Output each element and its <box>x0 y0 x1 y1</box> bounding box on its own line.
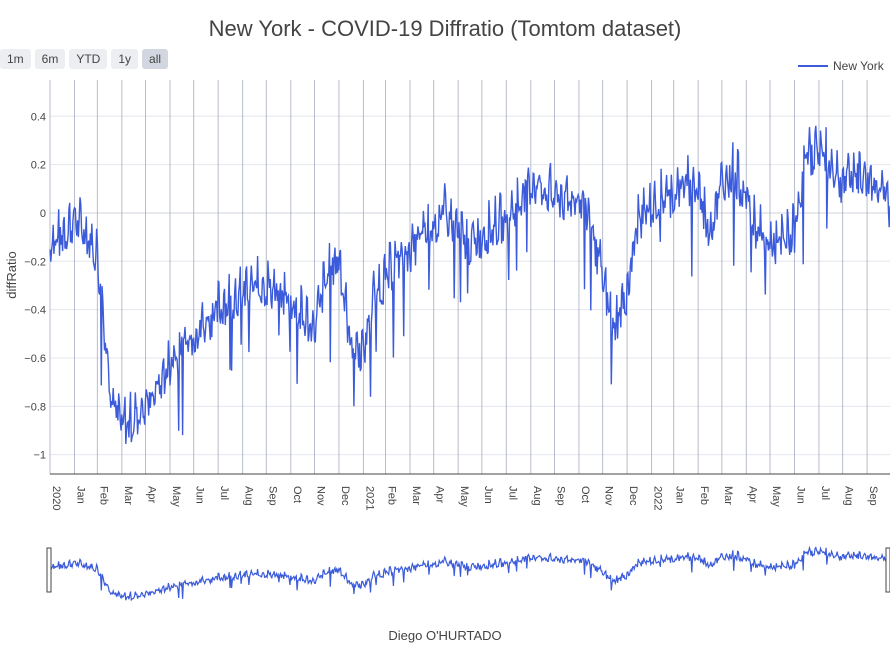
x-axis: 2020 Jan Feb Mar Apr May Jun Jul Aug Sep Oct Nov Dec… <box>50 474 890 510</box>
x-tick-label: Mar <box>722 486 734 505</box>
legend[interactable]: New York <box>798 59 885 73</box>
x-tick-label: Jan <box>674 486 686 504</box>
y-axis-label: diffRatio <box>4 251 19 298</box>
grid <box>50 80 890 474</box>
x-tick-label: Feb <box>386 486 398 505</box>
x-tick-label: Nov <box>314 486 326 506</box>
y-tick-label: −1 <box>33 450 46 462</box>
x-tick-label: Nov <box>603 486 615 506</box>
y-tick-label: 0.2 <box>31 160 46 172</box>
series-layer <box>50 126 890 444</box>
y-tick-label: −0.2 <box>24 256 46 268</box>
x-tick-label: Feb <box>97 486 109 505</box>
x-tick-label: May <box>170 486 182 507</box>
legend-label[interactable]: New York <box>833 59 885 73</box>
x-tick-label: Oct <box>291 486 303 503</box>
y-tick-label: 0.4 <box>31 111 46 123</box>
x-tick-label: Sep <box>867 486 879 506</box>
x-tick-label: Oct <box>579 486 591 503</box>
x-tick-label: Dec <box>339 486 351 506</box>
x-tick-label: 2021 <box>363 486 375 510</box>
x-tick-label: Apr <box>434 486 446 503</box>
x-tick-label: Aug <box>243 486 255 506</box>
y-tick-label: 0 <box>40 208 46 220</box>
x-tick-label: Feb <box>698 486 710 505</box>
y-tick-label: −0.6 <box>24 353 46 365</box>
x-tick-label: Mar <box>410 486 422 505</box>
series-line-new-york <box>50 126 890 444</box>
y-tick-label: −0.8 <box>24 401 46 413</box>
x-tick-label: 2020 <box>50 486 62 510</box>
x-tick-label: Sep <box>266 486 278 506</box>
footer-credit: Diego O'HURTADO <box>0 628 890 643</box>
x-tick-label: May <box>458 486 470 507</box>
x-tick-label: Apr <box>146 486 158 503</box>
x-tick-label: Mar <box>122 486 134 505</box>
x-tick-label: Jul <box>819 486 831 500</box>
x-tick-label: Dec <box>627 486 639 506</box>
range-slider-line <box>50 548 890 601</box>
y-tick-label: −0.4 <box>24 305 46 317</box>
x-tick-label: May <box>770 486 782 507</box>
x-tick-label: Aug <box>843 486 855 506</box>
range-handle-left <box>47 548 51 592</box>
range-handle-right <box>886 548 890 592</box>
x-tick-label: Aug <box>531 486 543 506</box>
x-tick-label: Jun <box>794 486 806 504</box>
x-tick-label: Apr <box>746 486 758 503</box>
x-tick-label: Jun <box>482 486 494 504</box>
x-tick-label: Jul <box>218 486 230 500</box>
y-axis: 0.4 0.2 0 −0.2 −0.4 −0.6 −0.8 −1 <box>24 111 46 461</box>
x-tick-label: Jul <box>506 486 518 500</box>
range-slider[interactable] <box>47 548 890 601</box>
x-tick-label: Jun <box>194 486 206 504</box>
x-tick-label: Sep <box>554 486 566 506</box>
x-tick-label: Jan <box>74 486 86 504</box>
x-tick-label: 2022 <box>652 486 664 510</box>
